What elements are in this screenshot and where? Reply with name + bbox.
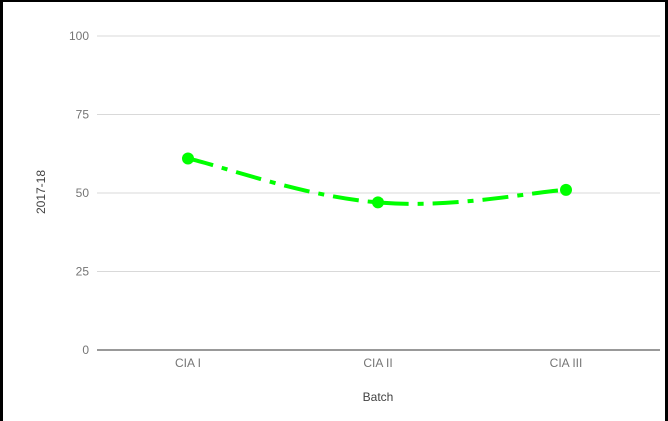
x-axis-ticks: CIA I CIA II CIA III: [175, 356, 582, 370]
x-tick-label: CIA I: [175, 356, 201, 370]
x-tick-label: CIA II: [363, 356, 392, 370]
series-line: [187, 156, 567, 206]
x-axis-title: Batch: [363, 390, 394, 404]
series-layer: [182, 152, 572, 209]
y-axis-title: 2017-18: [34, 170, 48, 214]
y-tick-label: 0: [82, 343, 89, 357]
y-tick-label: 25: [76, 265, 90, 279]
data-point[interactable]: [560, 183, 572, 196]
gridlines: [97, 35, 660, 351]
data-point[interactable]: [182, 152, 194, 165]
y-axis-ticks: 0 25 50 75 100: [69, 29, 89, 357]
y-tick-label: 50: [76, 186, 90, 200]
y-tick-label: 100: [69, 29, 89, 43]
x-tick-label: CIA III: [550, 356, 583, 370]
y-tick-label: 75: [76, 108, 90, 122]
data-point[interactable]: [372, 196, 384, 209]
